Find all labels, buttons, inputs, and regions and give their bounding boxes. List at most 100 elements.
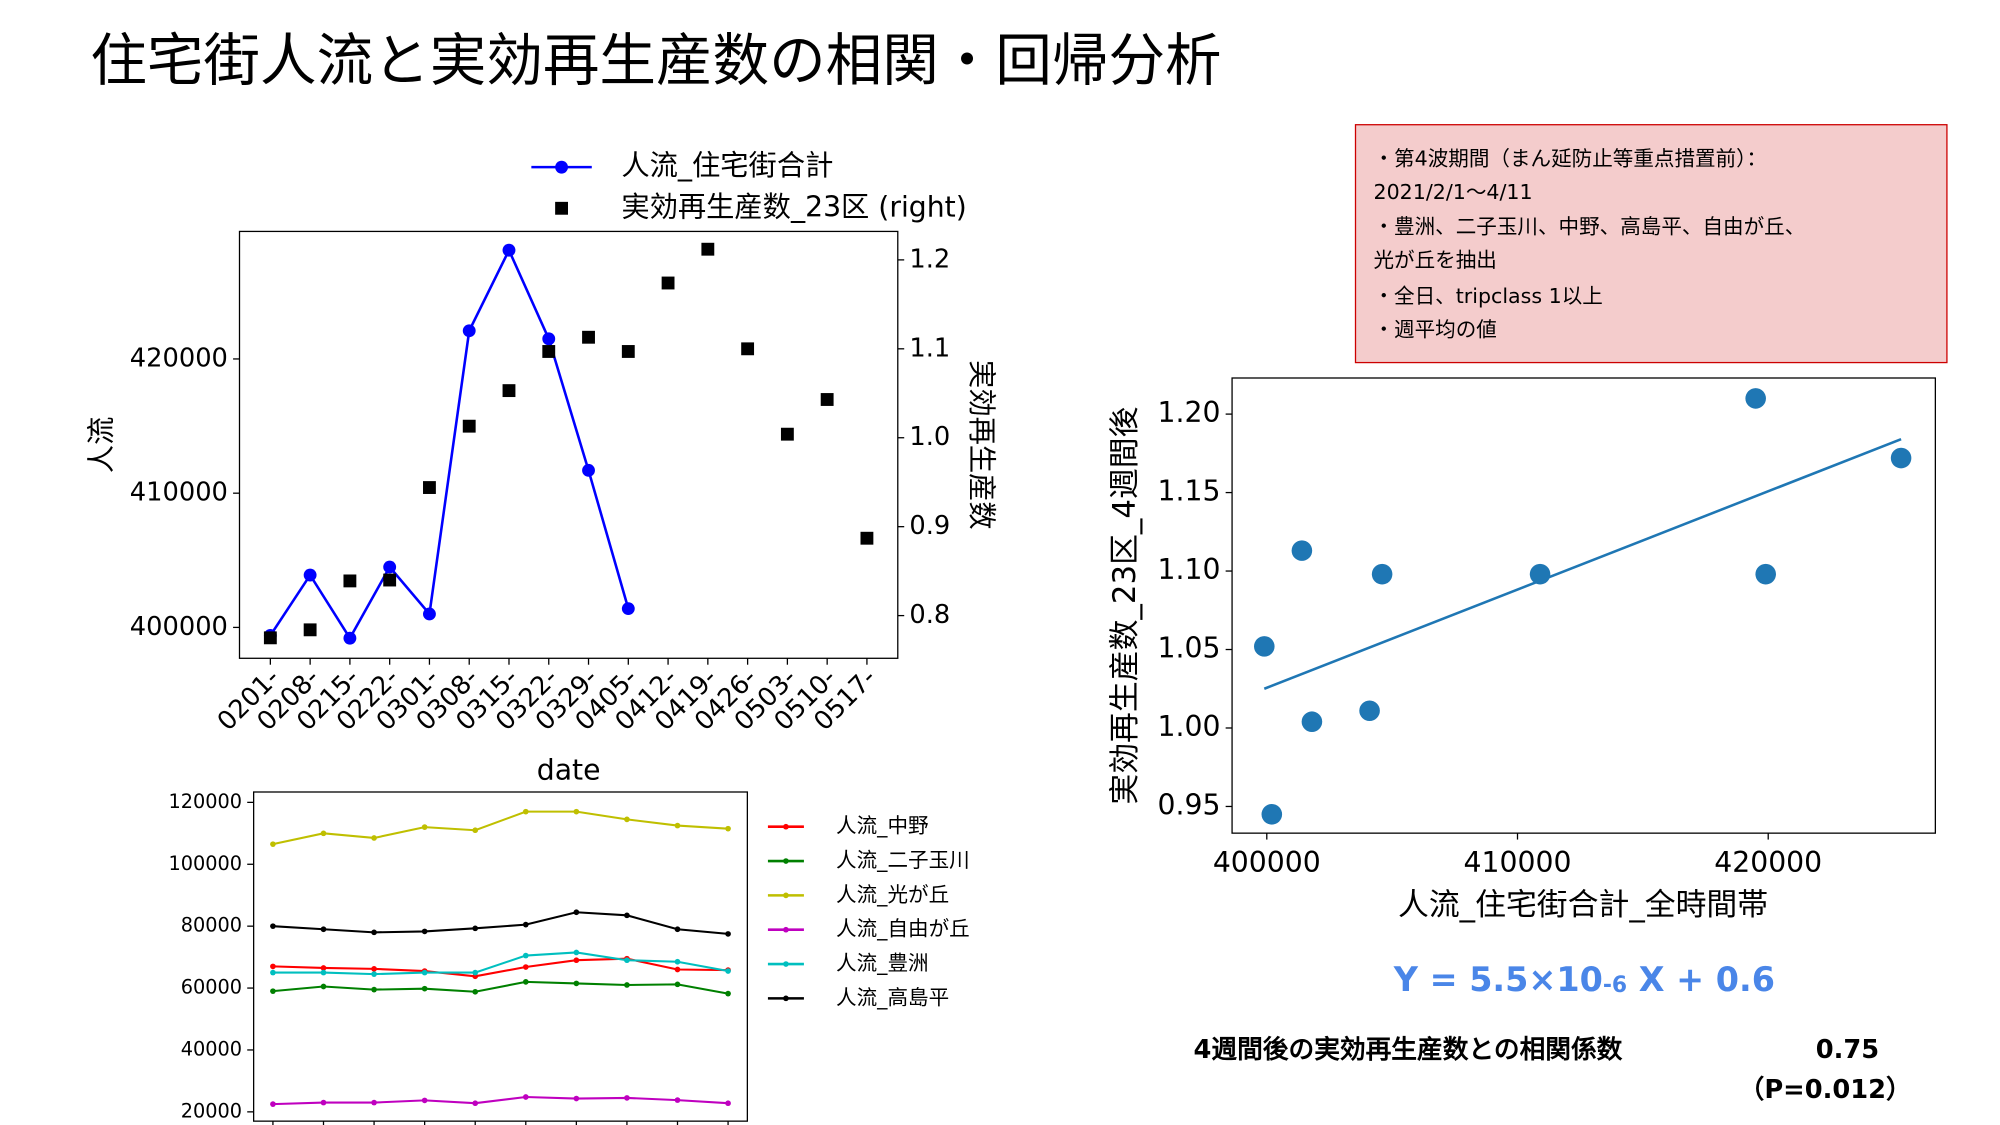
correlation-label: 4週間後の実効再生産数との相関係数: [1194, 1034, 1623, 1065]
point-marker: [371, 1099, 377, 1106]
legend-label: 実効再生産数_23区 (right): [621, 190, 966, 223]
series-line: [272, 980, 729, 995]
series-line: [272, 957, 729, 978]
square-marker: [741, 342, 755, 356]
point-marker: [270, 963, 276, 970]
square-marker: [423, 481, 436, 494]
legend-marker: [783, 995, 789, 1002]
point-marker: [674, 958, 681, 965]
y-tick-label: 1.20: [1158, 396, 1221, 429]
square-marker: [661, 276, 675, 290]
point-marker: [573, 980, 580, 987]
note-box: [1354, 124, 1948, 364]
series-line: [272, 810, 729, 846]
x-tick-label: 400000: [1213, 846, 1321, 879]
point-marker: [421, 985, 428, 992]
legend-marker: [555, 160, 568, 174]
y-tick-label: 60000: [181, 976, 242, 999]
regression-equation: Y = 5.5×10-6 X + 0.6: [1393, 960, 1775, 999]
square-marker: [860, 531, 874, 545]
y-tick-label: 420000: [130, 343, 228, 373]
scatter-point: [1254, 636, 1275, 657]
legend-label: 人流_豊洲: [836, 951, 929, 976]
series-line: [272, 1095, 729, 1106]
x-axis-label: date: [537, 753, 601, 786]
point-marker: [371, 966, 377, 972]
series-line: [269, 247, 630, 641]
point-marker: [472, 1100, 479, 1107]
series-line: [272, 951, 729, 976]
legend-label: 人流_高島平: [836, 985, 949, 1010]
point-marker: [371, 986, 377, 993]
square-marker: [542, 345, 556, 358]
point-marker: [472, 925, 479, 932]
point-marker: [674, 981, 681, 988]
legend-label: 人流_自由が丘: [836, 917, 970, 942]
point-marker: [674, 926, 681, 933]
y-tick-label: 100000: [169, 852, 243, 875]
point-marker: [320, 926, 327, 933]
note-line: ・第4波期間（まん延防止等重点措置前）：: [1374, 146, 1767, 170]
square-marker: [701, 242, 715, 256]
point-marker: [371, 971, 377, 977]
point-marker: [582, 463, 595, 477]
y-tick-label: 400000: [130, 612, 228, 642]
point-marker: [462, 324, 476, 338]
point-marker: [624, 982, 630, 988]
y-tick-label: 1.2: [909, 244, 950, 274]
point-marker: [320, 969, 327, 976]
point-marker: [725, 990, 731, 997]
legend-marker: [783, 961, 789, 967]
point-marker: [383, 560, 397, 574]
point-marker: [522, 808, 529, 815]
y-tick-label: 0.8: [909, 600, 950, 630]
point-marker: [421, 824, 428, 830]
x-tick-label: 410000: [1464, 846, 1572, 879]
square-marker: [343, 574, 357, 588]
point-marker: [522, 952, 529, 959]
y-tick-label: 1.0: [909, 422, 950, 452]
square-marker: [780, 427, 794, 441]
point-marker: [674, 966, 681, 973]
square-marker: [582, 330, 595, 344]
plot-frame: [1231, 377, 1936, 834]
slide-title: 住宅街人流と実効再生産数の相関・回帰分析: [90, 28, 1221, 94]
trend-line: [1263, 438, 1902, 690]
y-tick-label: 1.00: [1158, 710, 1221, 743]
note-line: ・豊洲、二子玉川、中野、高島平、自由が丘、: [1374, 215, 1806, 239]
note-line: 2021/2/1〜4/11: [1374, 180, 1533, 204]
note-line: ・全日、tripclass 1以上: [1374, 284, 1603, 308]
square-marker: [462, 419, 476, 433]
correlation-value: 0.75: [1816, 1035, 1879, 1065]
scatter-point: [1261, 804, 1283, 825]
y2-axis-label: 実効再生産数: [965, 360, 998, 530]
point-marker: [522, 1094, 529, 1100]
series-line: [272, 911, 729, 935]
point-marker: [502, 243, 516, 257]
point-marker: [371, 835, 377, 841]
note-line: ・週平均の値: [1374, 317, 1497, 341]
x-tick-label: 420000: [1714, 846, 1822, 879]
y-tick-label: 1.10: [1158, 553, 1221, 586]
square-marker: [303, 623, 317, 637]
y-tick-label: 0.95: [1158, 788, 1221, 821]
point-marker: [725, 931, 731, 937]
equation-exponent: -6: [1603, 973, 1627, 998]
point-marker: [522, 921, 529, 928]
point-marker: [421, 928, 428, 935]
point-marker: [573, 808, 580, 815]
y-tick-label: 1.1: [909, 333, 950, 363]
point-marker: [320, 965, 327, 971]
y-tick-label: 1.05: [1158, 632, 1221, 665]
point-marker: [270, 969, 276, 976]
legend-marker: [783, 926, 789, 933]
note-line: 光が丘を抽出: [1374, 248, 1497, 272]
point-marker: [624, 912, 630, 919]
point-marker: [725, 968, 731, 974]
point-marker: [624, 957, 630, 964]
scatter-point: [1359, 700, 1380, 722]
scatter-point: [1890, 447, 1912, 469]
legend-marker: [783, 823, 789, 830]
point-marker: [320, 1099, 327, 1106]
point-marker: [624, 1095, 630, 1101]
